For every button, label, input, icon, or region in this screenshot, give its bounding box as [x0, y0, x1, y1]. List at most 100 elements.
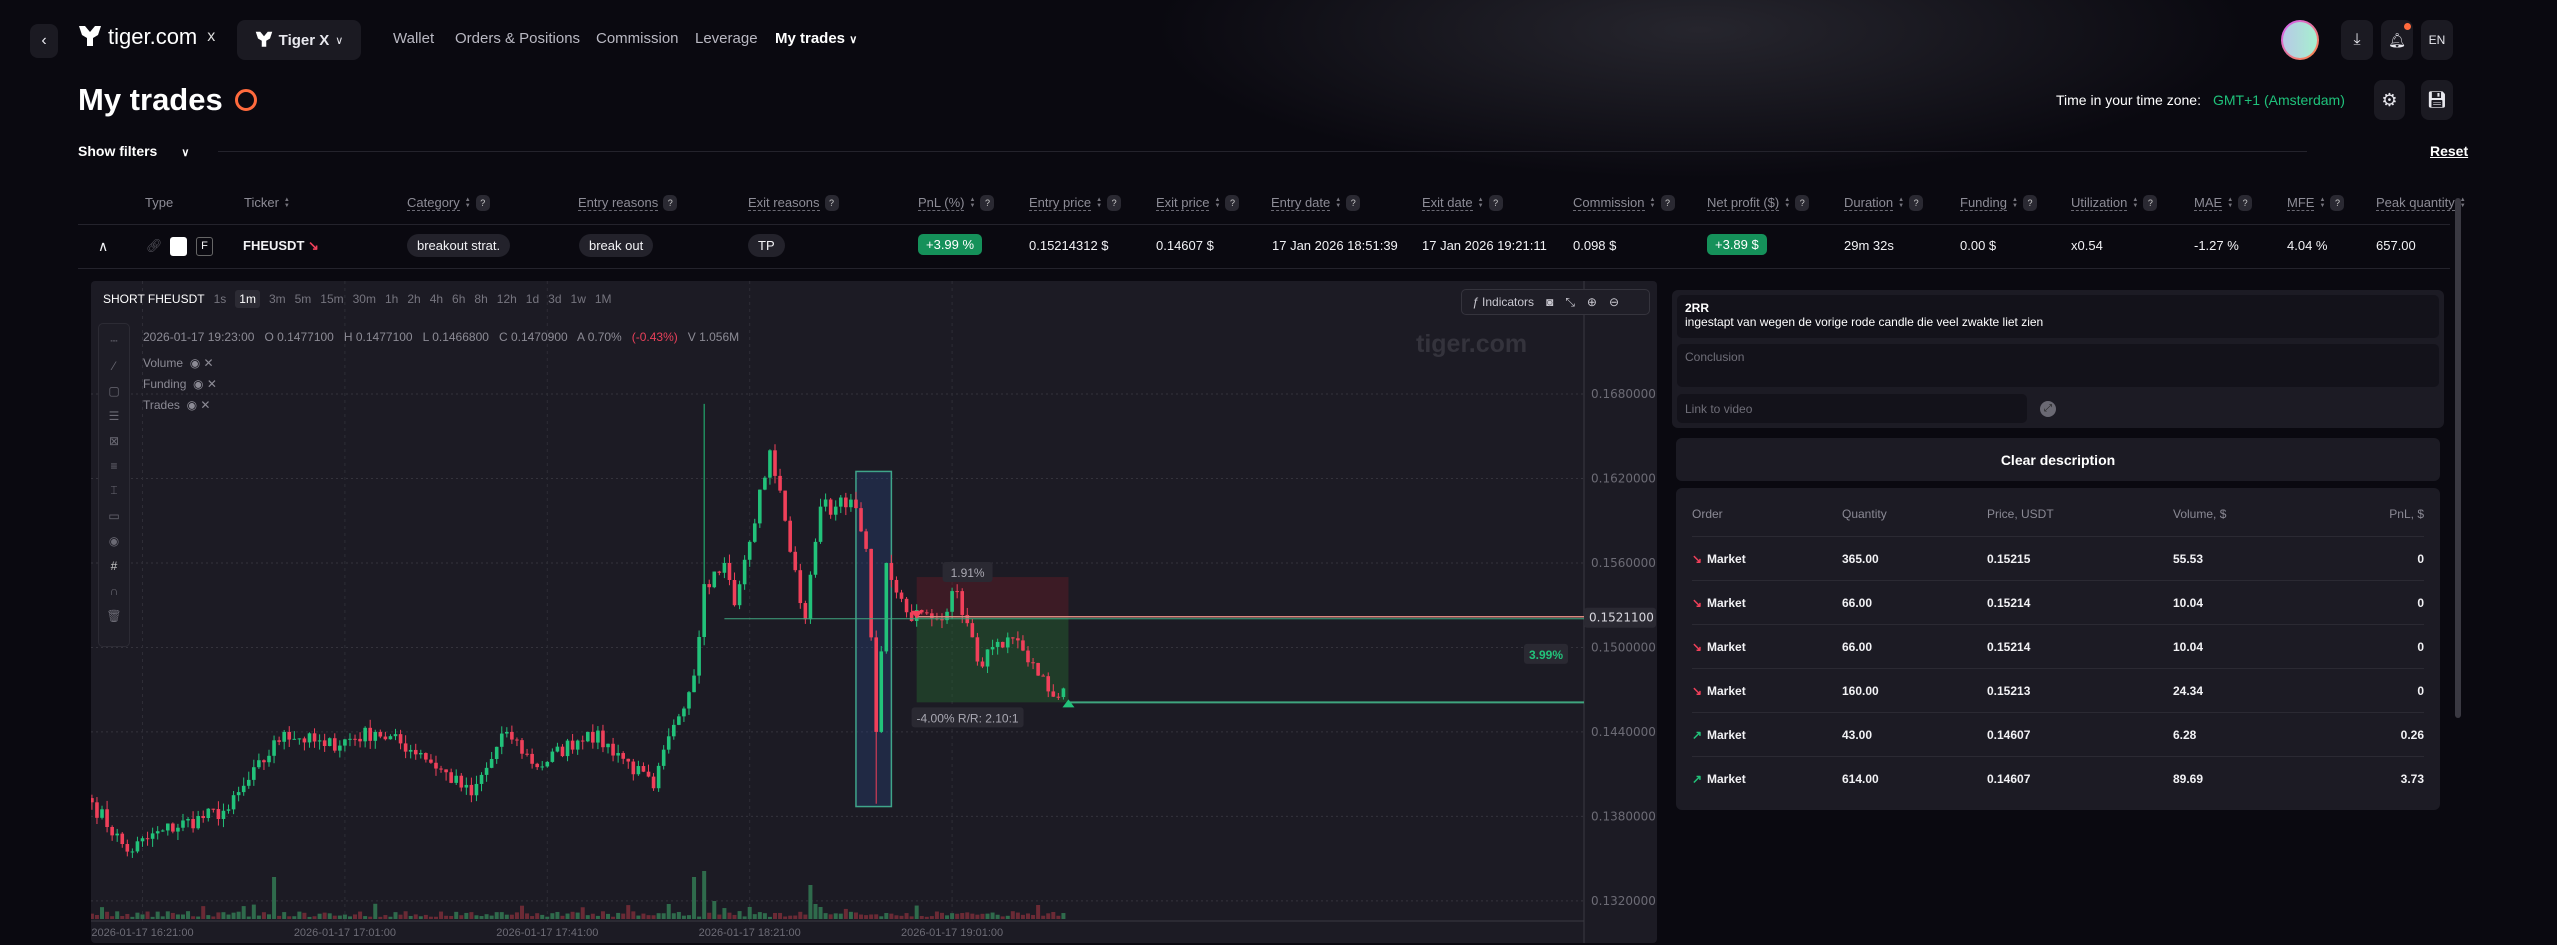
column-header[interactable]: Funding ▲▼?	[1960, 195, 2037, 211]
sort-icon[interactable]: ▲▼	[1784, 197, 1791, 209]
help-icon[interactable]: ?	[1909, 195, 1924, 211]
vertical-scrollbar[interactable]	[2455, 198, 2461, 718]
nav-wallet[interactable]: Wallet	[393, 30, 435, 47]
chart-panel[interactable]: 0.1680000 0.1620000 0.1560000 0.1500000 0.14…	[91, 281, 1657, 943]
image-icon[interactable]: ⊠	[108, 433, 120, 448]
horizontal-ray-icon[interactable]: ┄	[110, 333, 118, 348]
close-icon[interactable]: ✕	[203, 356, 214, 370]
fullscreen-icon[interactable]: ⤡	[1565, 294, 1575, 309]
timeframe-1w[interactable]: 1w	[570, 292, 586, 306]
eye-icon[interactable]: ◉	[189, 356, 201, 370]
help-icon[interactable]: ?	[663, 195, 678, 211]
help-icon[interactable]: ?	[1346, 195, 1361, 211]
clear-description-button[interactable]: Clear description	[1676, 438, 2440, 481]
language-button[interactable]: EN	[2421, 20, 2453, 60]
timeframe-1h[interactable]: 1h	[384, 292, 399, 306]
ruler-icon[interactable]: ▭	[108, 508, 120, 523]
sort-icon[interactable]: ▲▼	[283, 196, 290, 209]
sort-icon[interactable]: ▲▼	[1096, 197, 1103, 209]
timeframe-30m[interactable]: 30m	[352, 292, 376, 306]
timeframe-15m[interactable]: 15m	[320, 292, 344, 306]
timeframe-1s[interactable]: 1s	[213, 292, 227, 306]
column-header[interactable]: PnL (%) ▲▼?	[918, 195, 995, 211]
exit-reason-tag[interactable]: TP	[748, 234, 785, 257]
column-header[interactable]: Net profit ($) ▲▼?	[1707, 195, 1810, 211]
sort-icon[interactable]: ▲▼	[2227, 197, 2234, 209]
ticker[interactable]: FHEUSDT ↘	[243, 238, 319, 254]
grid-icon[interactable]: #	[110, 558, 118, 573]
timeframe-1M[interactable]: 1M	[594, 292, 612, 306]
column-header[interactable]: Ticker ▲▼	[244, 195, 290, 210]
save-button[interactable]: 💾︎	[2421, 80, 2453, 120]
sort-icon[interactable]: ▲▼	[2132, 197, 2139, 209]
settings-button[interactable]: ⚙	[2374, 80, 2405, 120]
timeframe-1m[interactable]: 1m	[235, 290, 260, 308]
camera-icon[interactable]: ◙	[1546, 295, 1554, 309]
help-icon[interactable]: ?	[2143, 195, 2158, 211]
eye-icon[interactable]: ◉	[186, 398, 198, 412]
entry-reason-tag[interactable]: break out	[579, 234, 654, 257]
order-row[interactable]: ↘ Market 365.00 0.15215 55.53 0	[1692, 536, 2424, 580]
candlestick-chart[interactable]: 0.1680000 0.1620000 0.1560000 0.1500000 0.14…	[91, 281, 1657, 943]
column-header[interactable]: Exit reasons?	[748, 195, 839, 211]
brand-logo[interactable]: tiger.com x	[78, 24, 215, 50]
column-header[interactable]: Exit date ▲▼?	[1422, 195, 1503, 211]
eye-icon[interactable]: ◉	[108, 533, 120, 548]
list-icon[interactable]: ≡	[110, 458, 118, 473]
help-icon[interactable]: ?	[1488, 195, 1503, 211]
column-header[interactable]: MAE ▲▼?	[2194, 195, 2253, 211]
link-icon[interactable]: 🔗︎	[146, 238, 163, 253]
refresh-icon[interactable]	[235, 89, 257, 111]
order-row[interactable]: ↘ Market 66.00 0.15214 10.04 0	[1692, 624, 2424, 668]
close-icon[interactable]: ✕	[200, 398, 211, 412]
sort-icon[interactable]: ▲▼	[2459, 197, 2466, 209]
sort-icon[interactable]: ▲▼	[1335, 197, 1342, 209]
back-button[interactable]: ‹	[30, 24, 58, 58]
workspace-selector[interactable]: Tiger X ∨	[237, 20, 361, 60]
sort-icon[interactable]: ▲▼	[2319, 197, 2326, 209]
order-row[interactable]: ↗ Market 614.00 0.14607 89.69 3.73	[1692, 756, 2424, 800]
rectangle-icon[interactable]: ▢	[108, 383, 120, 398]
measure-icon[interactable]: ⌶	[110, 483, 118, 497]
sort-icon[interactable]: ▲▼	[1898, 197, 1905, 209]
column-header[interactable]: Duration ▲▼?	[1844, 195, 1924, 211]
sort-icon[interactable]: ▲▼	[2011, 197, 2018, 209]
timeframe-6h[interactable]: 6h	[452, 292, 466, 306]
column-header[interactable]: Entry reasons?	[578, 195, 678, 211]
order-row[interactable]: ↗ Market 43.00 0.14607 6.28 0.26	[1692, 712, 2424, 756]
order-row[interactable]: ↘ Market 66.00 0.15214 10.04 0	[1692, 580, 2424, 624]
close-icon[interactable]: ✕	[206, 377, 217, 391]
column-header[interactable]: Exit price ▲▼?	[1156, 195, 1240, 211]
timeframe-3m[interactable]: 3m	[268, 292, 286, 306]
column-header[interactable]: Peak quantity ▲▼	[2376, 195, 2466, 211]
help-icon[interactable]: ?	[1795, 195, 1810, 211]
description-textarea[interactable]: 2RR ingestapt van wegen de vorige rode c…	[1677, 295, 2439, 338]
help-icon[interactable]: ?	[1660, 195, 1675, 211]
help-icon[interactable]: ?	[2022, 195, 2037, 211]
nav-my-trades[interactable]: My trades ∨	[775, 30, 857, 47]
column-header[interactable]: Commission ▲▼?	[1573, 195, 1675, 211]
timeframe-2h[interactable]: 2h	[407, 292, 421, 306]
horizontal-lines-icon[interactable]: ☰	[108, 408, 120, 423]
zoom-in-icon[interactable]: ⊕	[1586, 295, 1597, 309]
trash-icon[interactable]: 🗑︎	[106, 608, 122, 623]
timeframe-4h[interactable]: 4h	[429, 292, 444, 306]
timeframe-5m[interactable]: 5m	[294, 292, 312, 306]
eye-icon[interactable]: ◉	[193, 377, 204, 391]
column-header[interactable]: Entry price ▲▼?	[1029, 195, 1122, 211]
nav-orders-positions[interactable]: Orders & Positions	[455, 30, 581, 47]
help-icon[interactable]: ?	[1225, 195, 1240, 211]
notifications-button[interactable]: 🔔︎	[2381, 20, 2413, 60]
order-row[interactable]: ↘ Market 160.00 0.15213 24.34 0	[1692, 668, 2424, 712]
expand-icon[interactable]: ⤢	[2040, 401, 2056, 417]
nav-leverage[interactable]: Leverage	[695, 30, 758, 47]
magnet-icon[interactable]: ∩	[109, 583, 119, 598]
collapse-row-icon[interactable]: ∧	[98, 238, 109, 254]
zoom-out-icon[interactable]: ⊖	[1608, 295, 1620, 309]
column-header[interactable]: MFE ▲▼?	[2287, 195, 2345, 211]
trend-line-icon[interactable]: ⁄	[112, 358, 115, 373]
show-filters-toggle[interactable]: Show filters ∨	[78, 143, 189, 159]
sort-icon[interactable]: ▲▼	[1214, 197, 1221, 209]
help-icon[interactable]: ?	[2330, 195, 2345, 211]
help-icon[interactable]: ?	[2238, 195, 2253, 211]
